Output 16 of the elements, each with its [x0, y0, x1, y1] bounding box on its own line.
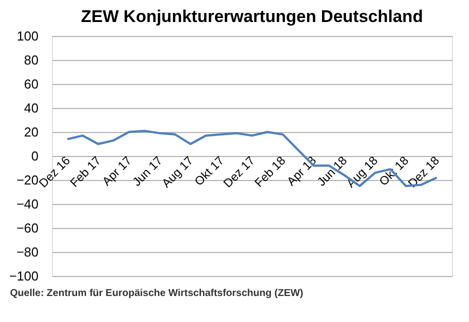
y-tick-label: −40 [16, 196, 38, 212]
y-tick-label: 80 [24, 52, 38, 68]
y-tick-label: 40 [24, 100, 38, 116]
x-tick-label: Aug 17 [159, 153, 196, 190]
y-tick-label: 60 [24, 76, 38, 92]
y-tick-label: 100 [16, 28, 38, 44]
chart-title: ZEW Konjunkturerwartungen Deutschland [81, 7, 423, 26]
y-tick-label: −80 [16, 244, 38, 260]
y-tick-label: 20 [24, 124, 38, 140]
y-tick-label: −20 [16, 172, 38, 188]
y-tick-label: −100 [9, 268, 38, 284]
source-note: Quelle: Zentrum für Europäische Wirtschaftsforschung (ZEW) [10, 288, 304, 299]
x-tick-label: Feb 18 [252, 153, 288, 190]
x-tick-label: Apr 17 [99, 153, 135, 188]
y-tick-label: −60 [16, 220, 38, 236]
y-tick-label: 0 [31, 148, 38, 164]
